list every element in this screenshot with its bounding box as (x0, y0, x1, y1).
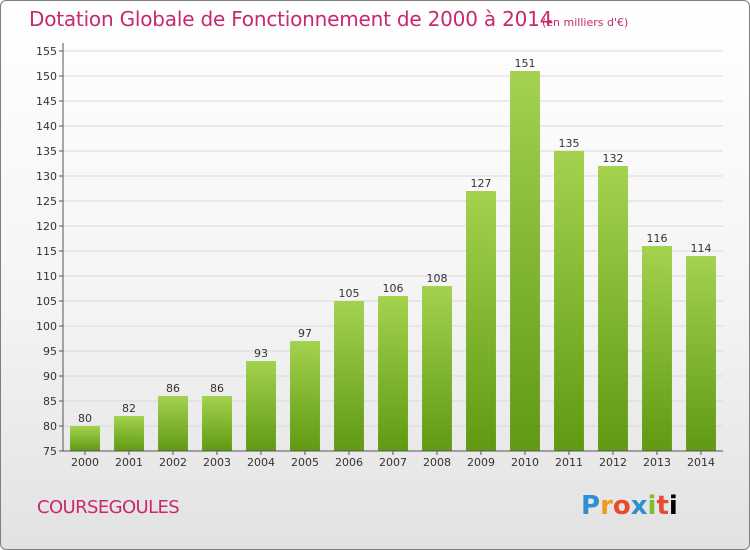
bars (70, 71, 716, 451)
x-tick-label: 2002 (159, 456, 187, 469)
y-tick-label: 115 (36, 245, 57, 258)
value-label: 105 (339, 287, 360, 300)
x-tick-label: 2008 (423, 456, 451, 469)
y-tick-label: 120 (36, 220, 57, 233)
proxiti-logo: Proxiti (581, 491, 678, 521)
logo-letter: t (656, 491, 669, 521)
y-tick-label: 135 (36, 145, 57, 158)
bar-2007 (378, 296, 408, 451)
value-label: 86 (166, 382, 180, 395)
y-tick-label: 145 (36, 95, 57, 108)
y-tick-label: 155 (36, 45, 57, 58)
bar-2004 (246, 361, 276, 451)
y-tick-label: 85 (43, 395, 57, 408)
bar-2012 (598, 166, 628, 451)
y-tick-label: 100 (36, 320, 57, 333)
value-label: 151 (515, 57, 536, 70)
x-tick-label: 2012 (599, 456, 627, 469)
x-tick-label: 2004 (247, 456, 275, 469)
bar-2013 (642, 246, 672, 451)
y-tick-label: 75 (43, 445, 57, 458)
x-tick-label: 2007 (379, 456, 407, 469)
y-tick-label: 110 (36, 270, 57, 283)
y-tick-label: 125 (36, 195, 57, 208)
bar-2014 (686, 256, 716, 451)
y-tick-label: 150 (36, 70, 57, 83)
x-tick-label: 2003 (203, 456, 231, 469)
y-tick-label: 95 (43, 345, 57, 358)
bar-2002 (158, 396, 188, 451)
y-tick-label: 80 (43, 420, 57, 433)
value-label: 108 (427, 272, 448, 285)
logo-letter: P (581, 491, 601, 521)
value-label: 106 (383, 282, 404, 295)
x-tick-label: 2014 (687, 456, 715, 469)
x-tick-label: 2005 (291, 456, 319, 469)
logo-letter: i (647, 491, 657, 521)
value-label: 116 (647, 232, 668, 245)
bar-2001 (114, 416, 144, 451)
logo-letter: i (668, 491, 678, 521)
bar-2003 (202, 396, 232, 451)
axes (59, 43, 723, 455)
x-tick-label: 2010 (511, 456, 539, 469)
value-label: 135 (559, 137, 580, 150)
value-label: 80 (78, 412, 92, 425)
x-tick-label: 2001 (115, 456, 143, 469)
value-label: 114 (691, 242, 712, 255)
labels: 75 80 85 90 95 100 105 110 115 120 125 130 135 140 145… (36, 45, 715, 469)
bar-2009 (466, 191, 496, 451)
bar-2006 (334, 301, 364, 451)
bar-2005 (290, 341, 320, 451)
x-tick-label: 2006 (335, 456, 363, 469)
x-tick-label: 2000 (71, 456, 99, 469)
commune-name: COURSEGOULES (37, 497, 180, 518)
value-label: 132 (603, 152, 624, 165)
bar-2010 (510, 71, 540, 451)
logo-letter: o (612, 491, 631, 521)
bar-2000 (70, 426, 100, 451)
y-tick-label: 130 (36, 170, 57, 183)
bar-2008 (422, 286, 452, 451)
x-tick-label: 2013 (643, 456, 671, 469)
value-label: 86 (210, 382, 224, 395)
bar-2011 (554, 151, 584, 451)
chart-unit: (en milliers d'€) (542, 16, 629, 29)
x-tick-label: 2009 (467, 456, 495, 469)
value-label: 93 (254, 347, 268, 360)
chart-title: Dotation Globale de Fonctionnement de 20… (29, 7, 553, 31)
logo-letter: x (630, 491, 648, 521)
logo-letter: r (600, 491, 613, 521)
value-label: 82 (122, 402, 136, 415)
value-label: 97 (298, 327, 312, 340)
y-tick-label: 140 (36, 120, 57, 133)
x-tick-label: 2011 (555, 456, 583, 469)
y-tick-label: 105 (36, 295, 57, 308)
value-label: 127 (471, 177, 492, 190)
y-tick-label: 90 (43, 370, 57, 383)
